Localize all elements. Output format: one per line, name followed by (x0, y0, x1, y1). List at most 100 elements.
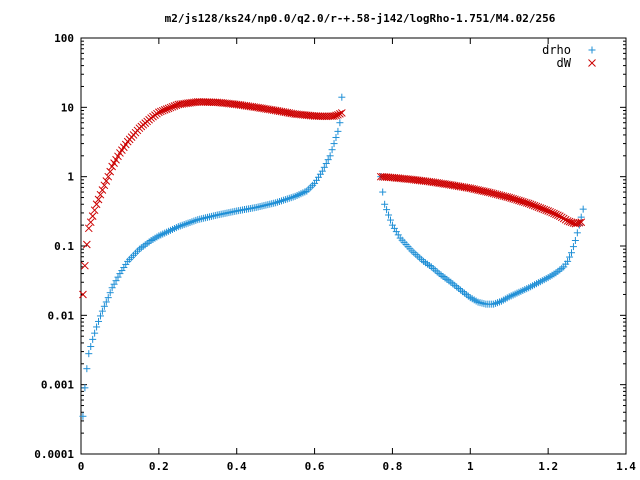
data-point (577, 213, 585, 221)
data-point (554, 211, 562, 220)
data-point (320, 112, 329, 121)
data-point (285, 194, 293, 202)
legend-label: dW (557, 56, 572, 70)
data-point (276, 198, 284, 206)
data-point (272, 199, 280, 207)
data-point (410, 249, 418, 257)
data-point (412, 250, 420, 258)
data-point (311, 179, 319, 187)
data-point (89, 335, 97, 343)
legend-label: drho (542, 43, 571, 57)
data-point (116, 270, 124, 278)
series-drho (79, 93, 587, 420)
data-point (546, 207, 554, 216)
data-point (114, 273, 122, 281)
data-point (318, 167, 326, 175)
y-tick-label: 0.01 (48, 309, 75, 322)
data-point (534, 203, 543, 212)
data-point (548, 208, 556, 217)
data-point (338, 93, 346, 101)
data-point (283, 195, 291, 203)
data-point (309, 181, 317, 189)
data-point (550, 209, 558, 218)
data-point (379, 188, 387, 196)
data-point (336, 110, 344, 118)
data-point (106, 289, 114, 297)
data-point (557, 213, 566, 222)
data-point (532, 202, 541, 211)
data-point (93, 323, 101, 331)
data-point (324, 156, 332, 164)
axis-ticks: 0 0.2 0.4 0.6 0.8 1 1.2 1.4 0.0001 0.001 0.01 0.1 1 1… (34, 32, 636, 473)
data-point (566, 253, 574, 261)
legend-marker (588, 59, 596, 67)
data-point (337, 109, 346, 117)
data-point (110, 280, 118, 288)
x-tick-label: 1 (467, 460, 474, 473)
data-point (162, 105, 171, 113)
data-point (84, 224, 93, 233)
data-point (122, 260, 130, 268)
data-point (168, 102, 177, 111)
data-point (431, 266, 439, 274)
data-point (449, 280, 457, 288)
data-point (100, 302, 108, 310)
data-point (453, 283, 461, 291)
data-point (81, 261, 89, 270)
data-point (158, 106, 167, 115)
data-point (86, 218, 95, 227)
data-point (575, 218, 584, 227)
data-point (386, 216, 394, 224)
data-point (530, 201, 539, 210)
data-point (95, 317, 103, 325)
data-point (316, 170, 324, 178)
data-point (82, 240, 91, 249)
data-point (112, 277, 120, 285)
y-tick-label: 0.001 (41, 379, 74, 392)
data-point (81, 384, 89, 392)
x-tick-label: 0 (78, 460, 85, 473)
data-point (98, 186, 107, 194)
data-point (155, 108, 163, 117)
data-point (571, 237, 579, 245)
data-point (96, 312, 104, 320)
y-tick-label: 100 (54, 32, 74, 45)
data-point (85, 350, 93, 358)
data-point (332, 111, 340, 120)
data-point (104, 294, 112, 302)
data-point (418, 256, 426, 264)
data-point (555, 212, 564, 220)
data-point (394, 231, 402, 239)
data-point (552, 210, 560, 219)
data-point (558, 264, 566, 272)
data-point (90, 206, 99, 215)
data-point (106, 167, 115, 176)
data-point (561, 215, 570, 224)
series-dW (79, 97, 586, 299)
x-tick-label: 0.2 (149, 460, 169, 473)
data-point (433, 268, 441, 276)
data-point (528, 201, 537, 209)
data-point (536, 204, 545, 212)
data-point (79, 290, 87, 299)
data-point (480, 300, 488, 308)
data-point (160, 106, 169, 114)
data-point (568, 249, 575, 257)
data-point (96, 190, 105, 199)
x-tick-label: 1.4 (616, 460, 636, 473)
y-tick-label: 10 (61, 101, 74, 114)
data-point (540, 205, 549, 214)
data-point (569, 243, 577, 251)
x-tick-label: 0.6 (305, 460, 325, 473)
data-point (381, 200, 389, 208)
y-tick-label: 1 (67, 171, 74, 184)
data-point (313, 176, 321, 184)
data-point (328, 146, 336, 154)
y-tick-label: 0.0001 (34, 448, 74, 461)
data-point (279, 196, 287, 204)
data-point (336, 119, 344, 127)
data-point (577, 218, 586, 227)
data-point (98, 307, 106, 315)
